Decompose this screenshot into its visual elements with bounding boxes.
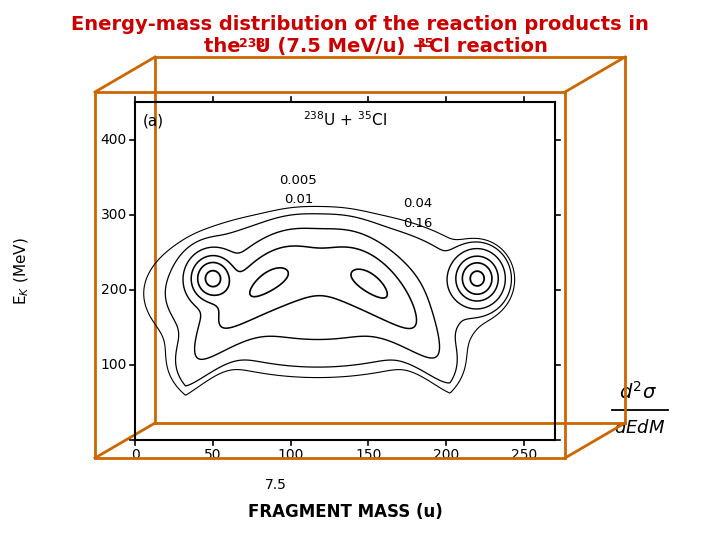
Text: 35: 35 <box>416 37 433 50</box>
Text: $d^2\sigma$: $d^2\sigma$ <box>619 381 657 403</box>
Text: 150: 150 <box>355 448 382 462</box>
Text: 238: 238 <box>239 37 265 50</box>
Text: $dEdM$: $dEdM$ <box>614 419 665 437</box>
Text: Cl reaction: Cl reaction <box>429 37 548 56</box>
Text: 7.5: 7.5 <box>265 478 287 492</box>
Text: E$_K$ (MeV): E$_K$ (MeV) <box>13 237 31 305</box>
Text: 0.04: 0.04 <box>403 197 433 210</box>
Text: 200: 200 <box>101 283 127 297</box>
Text: 0.16: 0.16 <box>403 217 433 230</box>
Text: 250: 250 <box>510 448 537 462</box>
Text: U (7.5 MeV/u) +: U (7.5 MeV/u) + <box>255 37 428 56</box>
Text: 100: 100 <box>277 448 304 462</box>
Text: FRAGMENT MASS (u): FRAGMENT MASS (u) <box>248 503 442 521</box>
Text: 0: 0 <box>130 448 140 462</box>
Text: 50: 50 <box>204 448 222 462</box>
Text: $^{238}$U + $^{35}$Cl: $^{238}$U + $^{35}$Cl <box>303 110 387 129</box>
Text: 0.005: 0.005 <box>279 174 318 187</box>
Text: 100: 100 <box>101 358 127 372</box>
Text: the: the <box>204 37 254 56</box>
Text: Energy-mass distribution of the reaction products in: Energy-mass distribution of the reaction… <box>71 15 649 34</box>
Text: 400: 400 <box>101 132 127 146</box>
Text: 0.01: 0.01 <box>284 193 313 206</box>
Text: 200: 200 <box>433 448 459 462</box>
Text: (a): (a) <box>143 114 164 129</box>
Text: 300: 300 <box>101 208 127 221</box>
